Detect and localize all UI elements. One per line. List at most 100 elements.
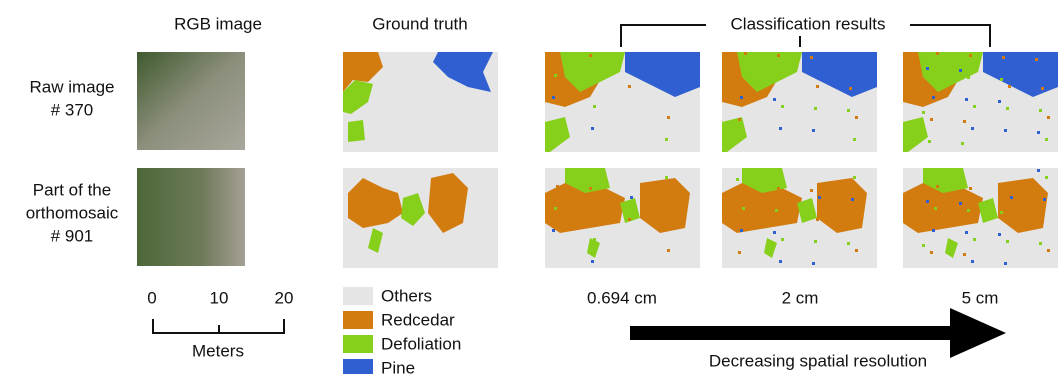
map-speckle — [779, 260, 782, 263]
map-speckle — [628, 218, 631, 221]
map-speckle — [969, 54, 972, 57]
map-speckle — [961, 180, 964, 183]
map-speckle — [738, 118, 741, 121]
map-speckle — [928, 140, 931, 143]
map-speckle — [552, 229, 555, 232]
map-speckle — [851, 65, 854, 68]
column-header: RGB image — [174, 14, 262, 33]
map-speckle — [818, 63, 821, 66]
map-speckle — [971, 127, 974, 130]
map-speckle — [781, 105, 784, 108]
map-speckle — [855, 249, 858, 252]
legend-label: Defoliation — [381, 334, 461, 353]
map-speckle — [812, 129, 815, 132]
map-speckle — [1037, 131, 1040, 134]
row-label: # 370 — [51, 100, 94, 119]
map-speckle — [1006, 107, 1009, 110]
map-speckle — [818, 196, 821, 199]
map-speckle — [554, 207, 557, 210]
arrow-label: Decreasing spatial resolution — [709, 351, 927, 370]
legend-label: Pine — [381, 358, 415, 374]
map-speckle — [1047, 249, 1050, 252]
map-speckle — [1004, 129, 1007, 132]
scale-tick-label: 0 — [147, 288, 156, 307]
map-speckle — [816, 85, 819, 88]
legend-swatch — [343, 335, 373, 353]
figure: RGB image Ground truth Classification resu… — [0, 0, 1061, 374]
map-speckle — [1039, 242, 1042, 245]
map-speckle — [781, 238, 784, 241]
map-speckle — [593, 105, 596, 108]
map-speckle — [1037, 169, 1040, 172]
map-speckle — [736, 140, 739, 143]
row-label: # 901 — [51, 226, 94, 245]
legend-swatch — [343, 287, 373, 305]
map-speckle — [849, 87, 852, 90]
map-speckle — [812, 262, 815, 265]
map-speckle — [593, 238, 596, 241]
map-speckle — [969, 187, 972, 190]
map-speckle — [928, 178, 931, 181]
map-speckle — [1041, 220, 1044, 223]
map-speckle — [775, 76, 778, 79]
map-speckle — [589, 54, 592, 57]
map-speckle — [922, 244, 925, 247]
map-speckle — [591, 127, 594, 130]
map-speckle — [1045, 176, 1048, 179]
map-speckle — [665, 176, 668, 179]
legend-label: Others — [381, 286, 432, 305]
map-speckle — [1043, 198, 1046, 201]
map-speckle — [740, 96, 743, 99]
map-speckle — [810, 189, 813, 192]
map-speckle — [742, 207, 745, 210]
map-speckle — [967, 209, 970, 212]
legend-swatch — [343, 359, 373, 374]
map-speckle — [965, 98, 968, 101]
resolution-label: 0.694 cm — [587, 288, 657, 307]
map-speckle — [777, 187, 780, 190]
resolution-label: 2 cm — [782, 288, 819, 307]
map-speckle — [779, 127, 782, 130]
map-speckle — [998, 100, 1001, 103]
map-speckle — [1002, 189, 1005, 192]
map-speckle — [926, 200, 929, 203]
row-label: Part of the — [33, 180, 111, 199]
map-speckle — [816, 218, 819, 221]
map-speckle — [1004, 262, 1007, 265]
scale-unit: Meters — [192, 341, 244, 360]
map-speckle — [932, 229, 935, 232]
map-speckle — [1039, 109, 1042, 112]
map-speckle — [1008, 85, 1011, 88]
map-speckle — [959, 202, 962, 205]
map-speckle — [936, 185, 939, 188]
map-speckle — [926, 67, 929, 70]
rgb-image — [137, 52, 245, 150]
map-speckle — [589, 187, 592, 190]
rgb-image — [137, 168, 245, 266]
map-speckle — [630, 63, 633, 66]
map-speckle — [965, 231, 968, 234]
map-speckle — [1043, 65, 1046, 68]
map-speckle — [736, 178, 739, 181]
column-header: Ground truth — [372, 14, 467, 33]
map-speckle — [973, 105, 976, 108]
map-speckle — [853, 176, 856, 179]
map-speckle — [814, 240, 817, 243]
map-speckle — [922, 111, 925, 114]
map-speckle — [665, 138, 668, 141]
map-speckle — [959, 69, 962, 72]
map-speckle — [744, 52, 747, 55]
map-speckle — [847, 242, 850, 245]
map-speckle — [930, 118, 933, 121]
map-speckle — [847, 109, 850, 112]
map-speckle — [1010, 63, 1013, 66]
map-speckle — [1045, 138, 1048, 141]
map-speckle — [630, 196, 633, 199]
map-speckle — [775, 209, 778, 212]
map-speckle — [1035, 191, 1038, 194]
scale-bar — [153, 319, 284, 333]
column-header: Classification results — [731, 14, 886, 33]
map-speckle — [1000, 78, 1003, 81]
map-speckle — [934, 207, 937, 210]
map-speckle — [1041, 87, 1044, 90]
